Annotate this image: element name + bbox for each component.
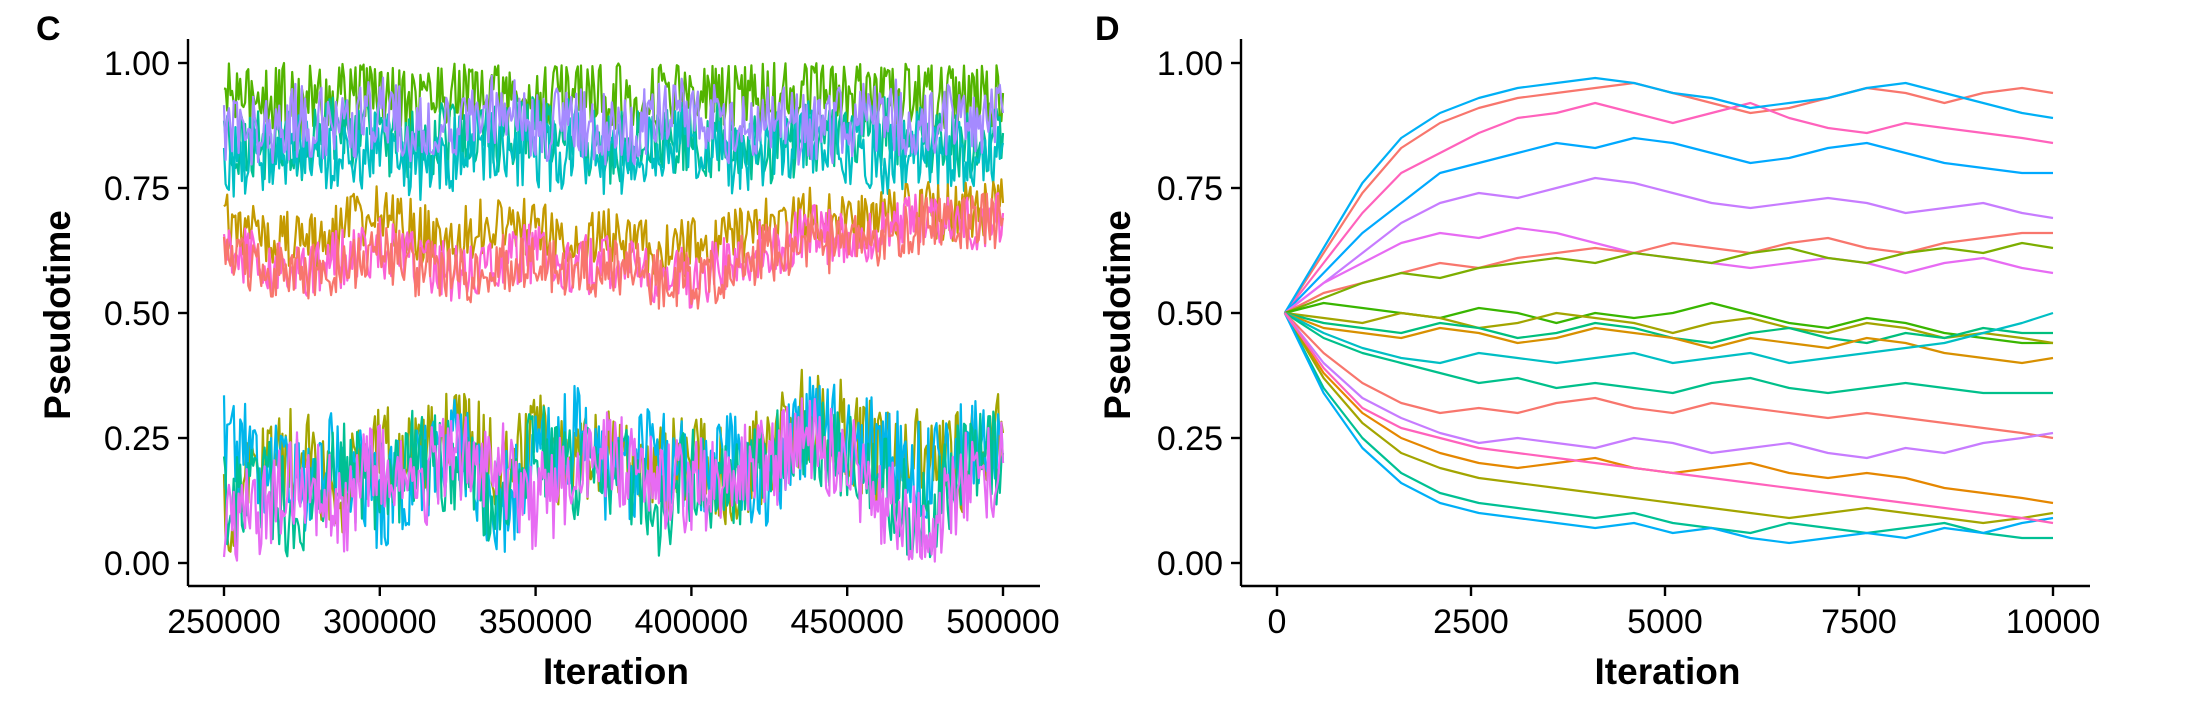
series-line-19 [1283, 312, 2053, 540]
panel-letter: D [1095, 10, 1120, 48]
x-tick-label: 10000 [2006, 603, 2101, 641]
y-tick-label: 0.25 [104, 420, 170, 458]
series-line-2 [1283, 101, 2054, 314]
x-axis-title: Iteration [1595, 651, 1741, 692]
panel-letter: C [36, 10, 61, 48]
y-tick-label: 1.00 [1157, 45, 1223, 83]
series-line-14 [1284, 312, 2053, 395]
series-line-1 [1283, 81, 2054, 314]
x-tick-label: 7500 [1821, 603, 1897, 641]
y-tick-label: 0.25 [1157, 420, 1223, 458]
series-line-4 [1284, 136, 2053, 314]
x-tick-label: 300000 [323, 603, 436, 641]
series-line-12 [1284, 311, 2054, 365]
x-tick-label: 350000 [479, 603, 592, 641]
series-line-10 [1284, 311, 2054, 345]
y-tick-label: 0.00 [104, 545, 170, 583]
x-tick-label: 450000 [790, 603, 903, 641]
y-tick-label: 0.75 [1157, 170, 1223, 208]
series-line-17 [1283, 312, 2054, 505]
series-line-7 [222, 192, 1005, 310]
x-tick-label: 400000 [635, 603, 748, 641]
series-line-20 [1283, 312, 2054, 545]
x-axis-title: Iteration [543, 651, 689, 692]
series-line-5 [223, 178, 1005, 281]
y-tick-label: 0.50 [104, 295, 170, 333]
series-line-6 [1284, 226, 2054, 314]
series-line-7 [1284, 231, 2053, 314]
y-tick-label: 0.50 [1157, 295, 1223, 333]
panel-c: C 0.00 0.25 0.50 0.75 1.00 250000 300000 350000 4… [36, 10, 1060, 692]
series-line-5 [1284, 176, 2054, 314]
series-line-8 [1284, 241, 2054, 315]
x-tick-label: 0 [1268, 603, 1287, 641]
series-line-13 [1284, 311, 2054, 365]
panel-d: D 0.00 0.25 0.50 0.75 1.00 0 2500 5000 7500 10000 I… [1095, 10, 2100, 692]
y-tick-label: 0.00 [1157, 545, 1223, 583]
series-line-3 [1283, 76, 2054, 314]
series-line-18 [1283, 312, 2054, 525]
x-tick-label: 5000 [1627, 603, 1703, 641]
y-axis-title: Pseudotime [37, 210, 78, 420]
series-group [222, 61, 1005, 563]
series-line-15 [1284, 312, 2054, 440]
x-tick-label: 250000 [167, 603, 280, 641]
series-line-11 [222, 397, 1005, 563]
y-axis-title: Pseudotime [1097, 210, 1138, 420]
x-tick-label: 2500 [1433, 603, 1509, 641]
series-line-4 [222, 74, 1005, 166]
y-tick-label: 1.00 [104, 45, 170, 83]
y-tick-label: 0.75 [104, 170, 170, 208]
series-line-16 [1283, 312, 2054, 460]
series-line-21 [1283, 312, 2054, 525]
x-tick-label: 500000 [946, 603, 1059, 641]
series-group [1283, 76, 2054, 545]
